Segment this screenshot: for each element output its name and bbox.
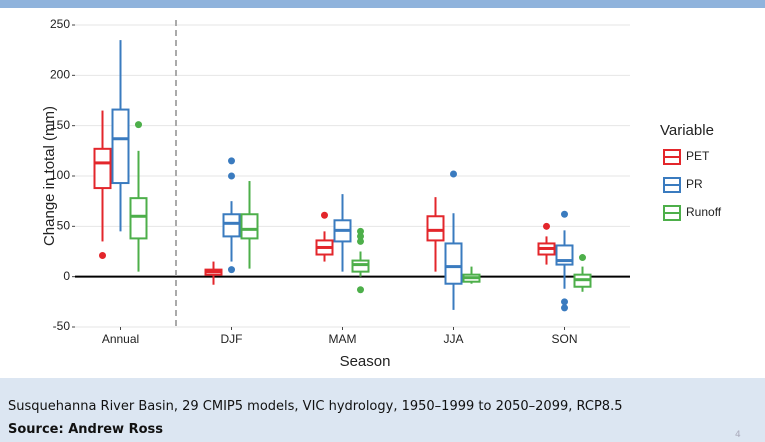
outlier <box>561 210 568 218</box>
box-group <box>111 40 130 232</box>
y-tick-label: 50 <box>57 219 71 233</box>
y-axis-label: Change in total (mm) <box>41 106 58 246</box>
box <box>351 259 370 273</box>
x-axis-label: Season <box>340 353 391 370</box>
legend-label: Runoff <box>686 205 722 219</box>
caption-source: Source: Andrew Ross <box>8 422 164 437</box>
box <box>240 213 259 240</box>
outlier <box>228 172 235 180</box>
x-tick-label: SON <box>551 332 577 346</box>
outlier <box>561 298 568 306</box>
legend-label: PR <box>686 177 703 191</box>
outlier <box>357 232 364 240</box>
outlier <box>450 170 457 178</box>
page-number: 4 <box>735 430 741 440</box>
box-group <box>129 121 148 272</box>
box-group <box>93 110 112 260</box>
y-tick-label: 200 <box>50 68 70 82</box>
box-group <box>573 254 592 292</box>
box-group <box>240 181 259 269</box>
box-group <box>222 157 241 274</box>
legend-label: PET <box>686 149 710 163</box>
x-tick-label: Annual <box>102 332 139 346</box>
box <box>444 242 463 285</box>
box-group <box>462 266 481 284</box>
outlier <box>561 304 568 312</box>
box <box>426 215 445 242</box>
box <box>93 147 112 190</box>
top-bar <box>0 0 765 8</box>
chart: Change in total (mm) Season Variable -50… <box>0 0 765 370</box>
y-tick-label: 150 <box>50 118 70 132</box>
box-group <box>204 261 223 285</box>
x-tick-label: JJA <box>443 332 463 346</box>
outlier <box>357 286 364 294</box>
box <box>129 197 148 240</box>
outlier <box>357 227 364 235</box>
y-tick-label: 250 <box>50 17 70 31</box>
y-tick-label: -50 <box>53 319 71 333</box>
outlier <box>321 211 328 219</box>
box-group <box>351 227 370 294</box>
box <box>222 213 241 238</box>
x-tick-label: DJF <box>221 332 243 346</box>
outlier <box>357 237 364 245</box>
box-group <box>555 210 574 312</box>
box-group <box>444 170 463 310</box>
box-group <box>537 222 556 265</box>
outlier <box>135 121 142 129</box>
caption: Susquehanna River Basin, 29 CMIP5 models… <box>0 378 765 442</box>
outlier <box>99 252 106 260</box>
outlier <box>228 266 235 274</box>
outlier <box>543 222 550 230</box>
box-group <box>315 211 334 262</box>
legend-title: Variable <box>660 122 714 139</box>
box <box>111 108 130 185</box>
y-tick-label: 0 <box>63 269 70 283</box>
caption-line: Susquehanna River Basin, 29 CMIP5 models… <box>8 399 623 414</box>
y-tick-label: 100 <box>50 168 70 182</box>
box-group <box>426 197 445 272</box>
x-tick-label: MAM <box>329 332 357 346</box>
outlier <box>228 157 235 165</box>
outlier <box>579 254 586 262</box>
plot-panel <box>75 20 630 327</box>
box-group <box>333 194 352 272</box>
